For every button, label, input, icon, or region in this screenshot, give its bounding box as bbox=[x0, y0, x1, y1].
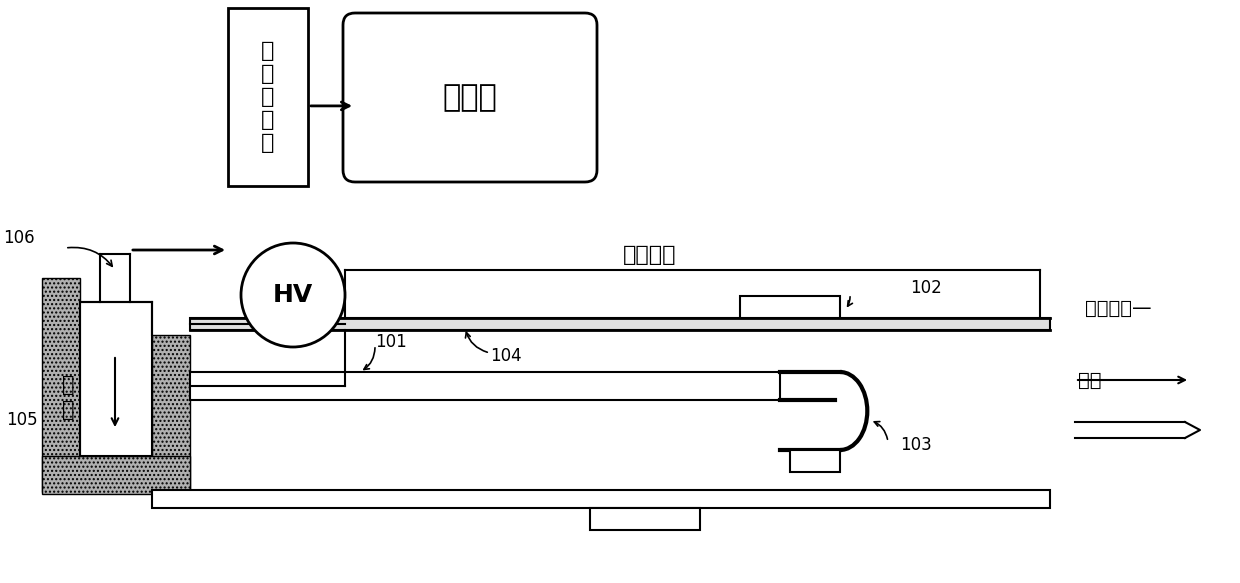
Bar bbox=[228, 8, 308, 186]
Bar bbox=[590, 508, 701, 530]
Bar bbox=[153, 335, 190, 492]
Text: 102: 102 bbox=[910, 279, 941, 297]
Text: 101: 101 bbox=[374, 333, 407, 351]
Text: 105: 105 bbox=[6, 411, 37, 429]
Text: 气: 气 bbox=[62, 375, 74, 395]
Bar bbox=[790, 450, 839, 472]
Text: 103: 103 bbox=[900, 436, 931, 454]
FancyBboxPatch shape bbox=[343, 13, 596, 182]
Text: 电源激励: 电源激励 bbox=[624, 245, 677, 265]
Bar bbox=[42, 278, 81, 492]
Circle shape bbox=[241, 243, 345, 347]
Text: 106: 106 bbox=[4, 229, 35, 247]
Text: 储气罐: 储气罐 bbox=[443, 83, 497, 112]
Bar bbox=[740, 296, 839, 318]
Bar bbox=[42, 456, 190, 494]
Bar bbox=[153, 490, 1050, 508]
Bar bbox=[190, 372, 780, 400]
Bar bbox=[81, 302, 153, 456]
Text: 流
量
控
制
器: 流 量 控 制 器 bbox=[262, 41, 275, 153]
Text: 气流: 气流 bbox=[1079, 371, 1102, 389]
Text: 104: 104 bbox=[490, 347, 522, 365]
Text: HV: HV bbox=[273, 283, 314, 307]
Bar bbox=[190, 318, 1050, 330]
Text: 被处理物—: 被处理物— bbox=[1085, 298, 1152, 318]
Text: 流: 流 bbox=[62, 400, 74, 420]
Bar bbox=[81, 302, 153, 456]
